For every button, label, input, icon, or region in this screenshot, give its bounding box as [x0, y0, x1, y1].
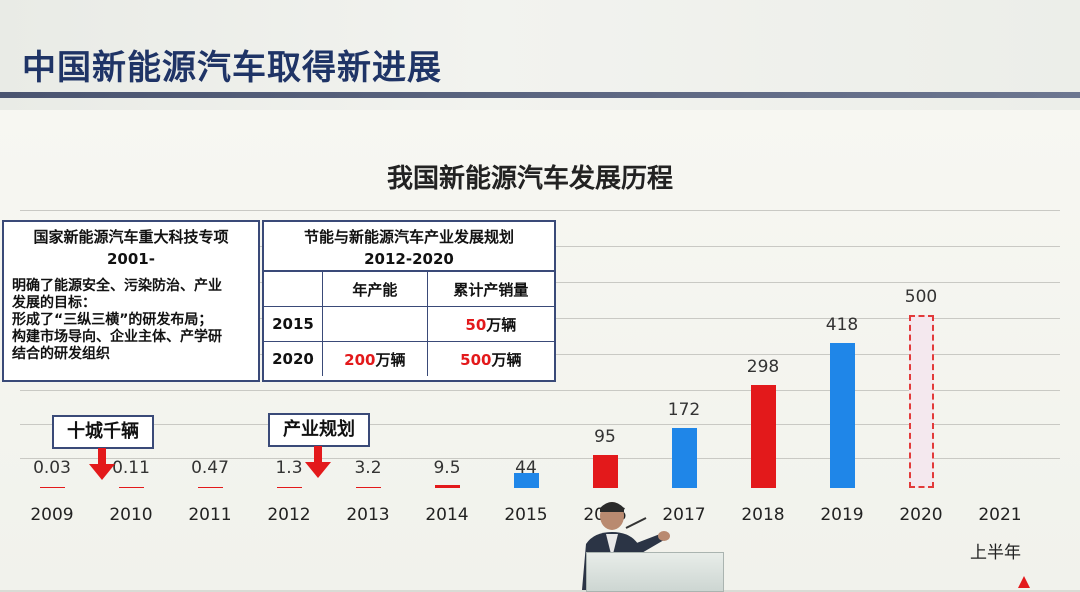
- industry-plan-title: 节能与新能源汽车产业发展规划: [303, 228, 514, 246]
- year-label-2012: 2012: [267, 505, 311, 525]
- industry-plan-table: 年产能 累计产销量 2015 50万辆 2020 200万辆 500万辆: [264, 272, 554, 376]
- col-header-capacity: 年产能: [322, 272, 428, 307]
- bar-2018: [751, 385, 776, 488]
- slide-title: 中国新能源汽车取得新进展: [22, 48, 442, 88]
- col-header-cumulative: 累计产销量: [426, 272, 554, 307]
- tech-program-title: 国家新能源汽车重大科技专项: [33, 228, 229, 246]
- cumulative-number: 50: [465, 315, 487, 334]
- year-label-2019: 2019: [820, 505, 864, 525]
- year-sublabel: 上半年: [970, 543, 1021, 563]
- gridline: [20, 458, 1060, 459]
- down-arrow-icon: [98, 448, 106, 466]
- bar-2015: [514, 473, 539, 488]
- bar-2017: [672, 428, 697, 488]
- value-label-2020: 500: [904, 287, 938, 307]
- capacity-number: 200: [344, 350, 376, 369]
- industry-plan-heading: 节能与新能源汽车产业发展规划 2012-2020: [264, 222, 554, 272]
- bar-2014: [435, 485, 460, 488]
- table-corner-cell: [264, 272, 323, 307]
- year-label-2014: 2014: [425, 505, 469, 525]
- value-label-2010: 0.11: [112, 458, 150, 478]
- bar-2009: [40, 487, 65, 488]
- row-year: 2015: [264, 306, 323, 342]
- capacity-unit: 万辆: [375, 350, 406, 369]
- row-capacity: [322, 306, 428, 342]
- gridline: [20, 210, 1060, 211]
- bar-2019: [830, 343, 855, 488]
- tech-program-line: 明确了能源安全、污染防治、产业: [12, 278, 222, 294]
- year-label-2017: 2017: [662, 505, 706, 525]
- tech-program-line: 构建市场导向、企业主体、产学研: [12, 329, 222, 345]
- tech-program-heading: 国家新能源汽车重大科技专项 2001-: [4, 222, 258, 270]
- chart-title: 我国新能源汽车发展历程: [386, 164, 673, 194]
- bar-2020: [909, 315, 934, 488]
- tech-program-line: 结合的研发组织: [12, 346, 110, 362]
- gridline: [20, 390, 1060, 391]
- value-label-2018: 298: [746, 357, 780, 377]
- cumulative-unit: 万辆: [486, 315, 517, 334]
- value-label-2016: 95: [594, 427, 616, 447]
- red-corner-mark: [1018, 576, 1030, 588]
- cumulative-number: 500: [460, 350, 492, 369]
- bar-2011: [198, 487, 223, 488]
- value-label-2013: 3.2: [354, 458, 382, 478]
- value-label-2011: 0.47: [191, 458, 229, 478]
- title-divider: [0, 92, 1080, 98]
- table-row: 2015 50万辆: [264, 306, 554, 342]
- year-label-2020: 2020: [899, 505, 943, 525]
- value-label-2017: 172: [667, 400, 701, 420]
- value-label-2012: 1.3: [275, 458, 303, 478]
- down-arrow-head-icon: [89, 464, 115, 480]
- milestone-tag-plan: 产业规划: [268, 413, 370, 447]
- down-arrow-icon: [314, 446, 322, 464]
- row-cumulative: 50万辆: [426, 306, 554, 342]
- industry-plan-box: 节能与新能源汽车产业发展规划 2012-2020 年产能 累计产销量 2015 …: [262, 220, 556, 382]
- table-row: 2020 200万辆 500万辆: [264, 341, 554, 376]
- value-label-2014: 9.5: [433, 458, 461, 478]
- bar-2013: [356, 487, 381, 488]
- down-arrow-head-icon: [305, 462, 331, 478]
- year-label-2009: 2009: [30, 505, 74, 525]
- year-label-2010: 2010: [109, 505, 153, 525]
- row-capacity: 200万辆: [322, 341, 428, 376]
- year-label-2018: 2018: [741, 505, 785, 525]
- gridline: [20, 424, 1060, 425]
- cumulative-unit: 万辆: [491, 350, 522, 369]
- year-label-2021: 2021: [978, 505, 1022, 525]
- milestone-tag-pilot: 十城千辆: [52, 415, 154, 449]
- bar-2010: [119, 487, 144, 488]
- value-label-2015: 44: [515, 458, 537, 478]
- value-label-2009: 0.03: [33, 458, 71, 478]
- tech-program-body: 明确了能源安全、污染防治、产业 发展的目标： 形成了“三纵三横”的研发布局； 构…: [4, 270, 258, 363]
- podium: [586, 552, 724, 592]
- table-header-row: 年产能 累计产销量: [264, 272, 554, 307]
- value-label-2019: 418: [825, 315, 859, 335]
- row-year: 2020: [264, 341, 323, 376]
- year-label-2013: 2013: [346, 505, 390, 525]
- tech-program-years: 2001-: [107, 250, 155, 268]
- industry-plan-years: 2012-2020: [364, 250, 454, 268]
- tech-program-line: 发展的目标：: [12, 295, 96, 311]
- tech-program-box: 国家新能源汽车重大科技专项 2001- 明确了能源安全、污染防治、产业 发展的目…: [2, 220, 260, 382]
- row-cumulative: 500万辆: [426, 341, 554, 376]
- year-label-2015: 2015: [504, 505, 548, 525]
- tech-program-line: 形成了“三纵三横”的研发布局；: [12, 312, 213, 328]
- bar-2016: [593, 455, 618, 488]
- bar-2012: [277, 487, 302, 488]
- year-label-2011: 2011: [188, 505, 232, 525]
